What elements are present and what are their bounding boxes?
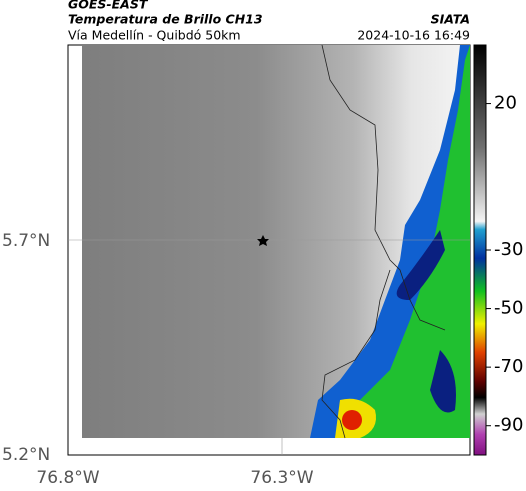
lat-label: 5.2°N	[2, 445, 50, 465]
cloud-red	[342, 410, 362, 430]
colorbar-tick-label: -70	[494, 356, 523, 377]
title: GOES-EAST	[68, 0, 149, 12]
cloud-core	[430, 350, 456, 413]
colorbar-tick-label: -50	[494, 298, 523, 319]
subtitle: Temperatura de Brillo CH13	[68, 12, 263, 27]
colorbar-scale	[473, 44, 487, 456]
timestamp: 2024-10-16 16:49	[357, 28, 470, 43]
cloud-green	[345, 45, 470, 438]
source: SIATA	[431, 12, 470, 27]
colorbar-tick-label: -30	[494, 239, 523, 260]
lat-label: 5.7°N	[2, 231, 50, 251]
colorbar-tick-label: -90	[494, 415, 523, 436]
colorbar: 20 -30 -50 -70 -90	[473, 44, 523, 456]
map-area	[67, 44, 471, 456]
location: Vía Medellín - Quibdó 50km	[68, 28, 241, 43]
lon-label: 76.8°W	[36, 468, 99, 488]
lon-label: 76.3°W	[250, 468, 313, 488]
boundary	[321, 44, 446, 439]
cloud-core	[396, 230, 445, 300]
colorbar-tick-label: 20	[494, 93, 517, 114]
location-marker	[257, 235, 269, 246]
